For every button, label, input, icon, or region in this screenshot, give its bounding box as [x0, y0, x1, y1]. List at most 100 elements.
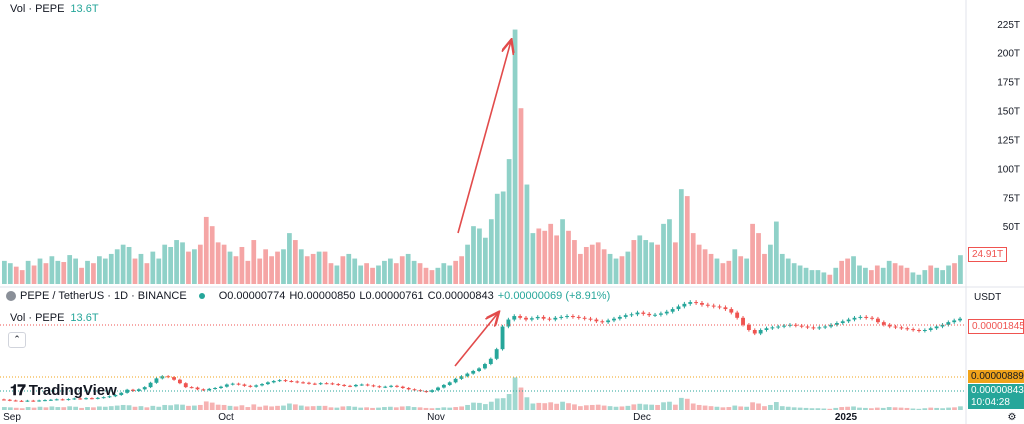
volume-bar [7, 263, 13, 284]
volume-bar [779, 253, 785, 284]
price-pane-volume-bar [287, 403, 292, 410]
tradingview-logo[interactable]: 𝟏𝟕 TradingView [10, 382, 117, 399]
price-pane-volume-bar [275, 405, 280, 410]
volume-bar [892, 263, 898, 284]
candle-body [60, 399, 65, 401]
candle-body [19, 400, 24, 402]
candle-body [359, 384, 364, 386]
volume-bar [269, 256, 274, 284]
price-pane-volume-bar [661, 402, 666, 410]
price-pane-volume-bar [732, 405, 738, 410]
price-pane-volume-bar [684, 398, 690, 410]
price-pane-volume-bar [79, 407, 84, 410]
volume-bar [524, 184, 530, 284]
price-pane-volume-bar [667, 401, 672, 410]
candle-body [119, 392, 124, 395]
chevron-up-icon: ⌃ [13, 334, 21, 344]
volume-bar [922, 270, 928, 284]
volume-bar [560, 219, 565, 284]
price-pane-volume-bar [904, 407, 910, 410]
candle-body [271, 381, 276, 383]
candle-body [330, 383, 335, 385]
volume-bar [67, 255, 73, 284]
candle-body [811, 327, 816, 329]
candle-body [277, 380, 282, 382]
candle-body [113, 394, 118, 397]
volume-bar [465, 244, 470, 284]
candle-body [846, 319, 851, 322]
volume-bar [857, 265, 862, 284]
volume-bar [328, 263, 334, 284]
volume-bar [708, 253, 714, 284]
volume-bar [607, 253, 613, 284]
price-pane-volume-bar [245, 407, 251, 410]
candle-body [893, 326, 898, 328]
price-pane-volume-bar [138, 406, 144, 410]
volume-bar [102, 258, 108, 284]
price-pane-volume-bar [744, 406, 750, 410]
price-pane-volume-bar [387, 406, 393, 410]
candle-body [72, 398, 77, 400]
volume-bar [287, 233, 292, 284]
volume-bar [55, 260, 61, 284]
volume-bar [275, 251, 280, 284]
candle-body [125, 389, 130, 393]
volume-bar [595, 242, 601, 284]
volume-bar [459, 256, 464, 284]
volume-bar [851, 256, 856, 284]
symbol-title[interactable]: PEPE / TetherUS · 1D · BINANCE [20, 290, 187, 302]
candle-body [89, 398, 94, 400]
price-pane-volume-bar [364, 407, 369, 410]
volume-bar [815, 270, 821, 284]
candle-body [7, 399, 12, 401]
volume-bar [655, 244, 660, 284]
price-pane-volume-bar [833, 407, 839, 410]
candle-body [823, 326, 828, 328]
candle-body [213, 388, 218, 389]
volume-bar [61, 262, 67, 284]
volume-bar [589, 244, 595, 284]
volume-bar [192, 249, 197, 284]
candle-body [400, 386, 405, 388]
price-pane-volume-bar [566, 403, 571, 410]
candle-body [254, 385, 259, 387]
volume-bar [370, 267, 375, 284]
candle-body [735, 312, 740, 318]
candle-body [917, 330, 921, 332]
candle-body [412, 389, 417, 391]
price-pane-volume-label: Vol · PEPE [10, 312, 65, 324]
price-pane-volume-bar [536, 402, 542, 410]
price-pane-volume-bar [346, 406, 352, 410]
price-pane-volume-bar [162, 404, 168, 410]
price-pane-volume-bar [619, 406, 625, 410]
volume-bar [97, 256, 102, 284]
candle-body [289, 381, 294, 383]
candle-body [177, 379, 182, 384]
price-pane-volume-bar [7, 407, 13, 410]
volume-bar [387, 258, 393, 284]
volume-axis-tick-label: 175T [997, 78, 1020, 89]
price-pane-volume-bar [750, 402, 755, 410]
volume-bar [162, 244, 168, 284]
price-pane-volume-bar [839, 407, 845, 410]
candle-body [700, 302, 704, 305]
candle-body [629, 314, 634, 316]
volume-bar [773, 221, 779, 284]
ohlc-low: L0.00000761 [359, 290, 424, 302]
candle-body [189, 387, 194, 389]
price-pane-volume-bar [809, 408, 815, 410]
volume-bar [637, 235, 643, 284]
candle-body [758, 330, 763, 334]
price-pane-volume-bar [180, 404, 185, 410]
candle-body [606, 320, 611, 323]
candle-body [711, 305, 716, 307]
collapse-legend-button[interactable]: ⌃ [8, 332, 26, 348]
volume-bar [233, 256, 239, 284]
price-pane-volume-bar [910, 408, 916, 410]
candle-body [870, 317, 875, 319]
candle-body [406, 388, 411, 390]
volume-bar [946, 265, 951, 284]
volume-bar [625, 251, 631, 284]
price-pane-volume-bar [298, 405, 304, 410]
